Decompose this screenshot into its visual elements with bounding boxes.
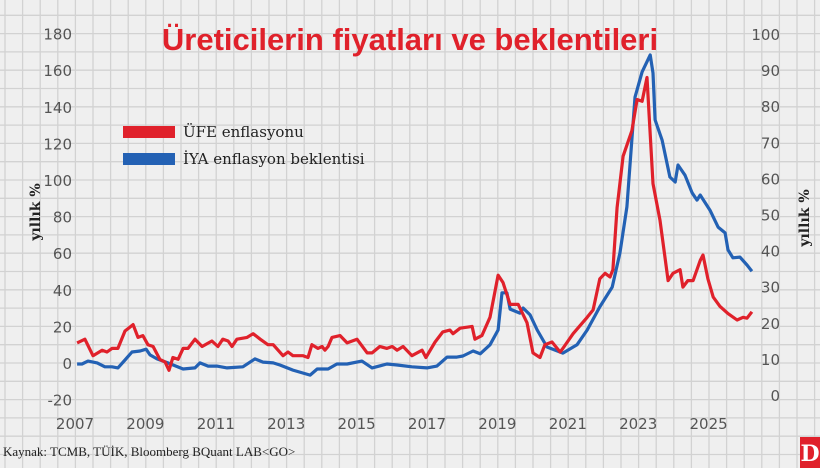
left-y-tick-label: 0 bbox=[62, 355, 72, 373]
left-y-tick-label: 180 bbox=[43, 26, 72, 44]
x-tick-label: 2023 bbox=[619, 415, 657, 433]
series-lines bbox=[76, 53, 754, 377]
x-tick-label: 2009 bbox=[126, 415, 164, 433]
right-y-tick-label: 30 bbox=[761, 279, 780, 297]
x-tick-label: 2007 bbox=[56, 415, 94, 433]
chart-title: Üreticilerin fiyatları ve beklentileri bbox=[162, 22, 658, 57]
left-y-tick-label: -20 bbox=[48, 392, 73, 410]
left-y-tick-label: 60 bbox=[53, 245, 72, 263]
right-y-tick-label: 40 bbox=[761, 243, 780, 261]
right-y-tick-label: 50 bbox=[761, 207, 780, 225]
right-y-tick-label: 70 bbox=[761, 134, 780, 152]
series-line-iya bbox=[77, 53, 754, 377]
right-y-tick-label: 10 bbox=[761, 351, 780, 369]
x-tick-label: 2013 bbox=[267, 415, 305, 433]
x-tick-label: 2021 bbox=[549, 415, 587, 433]
right-y-tick-label: 100 bbox=[751, 26, 780, 44]
left-y-tick-label: 40 bbox=[53, 282, 72, 300]
left-y-tick-label: 80 bbox=[53, 209, 72, 227]
left-y-axis: 180 160 140 120 100 80 60 40 20 0 -20 bbox=[43, 26, 72, 410]
left-y-tick-label: 140 bbox=[43, 99, 72, 117]
left-y-axis-label: yıllık % bbox=[28, 183, 44, 241]
x-tick-label: 2025 bbox=[690, 415, 728, 433]
left-y-tick-label: 20 bbox=[53, 318, 72, 336]
legend-label-ufe: ÜFE enflasyonu bbox=[183, 123, 304, 141]
legend-swatch-iya bbox=[123, 153, 175, 165]
svg-text:D: D bbox=[800, 441, 819, 467]
left-y-tick-label: 120 bbox=[43, 135, 72, 153]
legend-label-iya: İYA enflasyon beklentisi bbox=[183, 150, 365, 168]
right-y-tick-label: 90 bbox=[761, 62, 780, 80]
left-y-tick-label: 160 bbox=[43, 62, 72, 80]
x-axis: 2007 2009 2011 2013 2015 2017 2019 2021 2023 2025 bbox=[56, 415, 728, 433]
source-note: Kaynak: TCMB, TÜİK, Bloomberg BQuant LAB… bbox=[3, 444, 295, 459]
legend-swatch-ufe bbox=[123, 126, 175, 138]
right-y-tick-label: 80 bbox=[761, 98, 780, 116]
right-y-tick-label: 0 bbox=[770, 387, 780, 405]
series-line-ufe bbox=[76, 75, 754, 372]
x-tick-label: 2011 bbox=[197, 415, 235, 433]
right-y-tick-label: 60 bbox=[761, 170, 780, 188]
legend: ÜFE enflasyonu İYA enflasyon beklentisi bbox=[123, 123, 365, 168]
x-tick-label: 2017 bbox=[408, 415, 446, 433]
right-y-axis-label: yıllık % bbox=[797, 189, 813, 247]
left-y-tick-label: 100 bbox=[43, 172, 72, 190]
right-y-tick-label: 20 bbox=[761, 315, 780, 333]
x-tick-label: 2015 bbox=[338, 415, 376, 433]
publisher-logo: D bbox=[800, 437, 820, 468]
x-tick-label: 2019 bbox=[478, 415, 516, 433]
